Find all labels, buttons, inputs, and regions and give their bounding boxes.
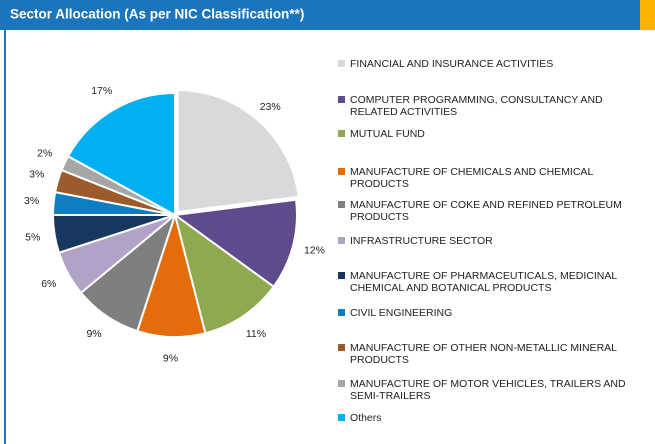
legend-label: MANUFACTURE OF MOTOR VEHICLES, TRAILERS …	[350, 378, 626, 402]
legend-item: COMPUTER PROGRAMMING, CONSULTANCY AND RE…	[338, 94, 638, 118]
pie-slice	[66, 91, 176, 217]
legend-label: COMPUTER PROGRAMMING, CONSULTANCY AND RE…	[350, 94, 603, 118]
data-label: 3%	[24, 195, 39, 207]
data-label: 5%	[25, 231, 40, 243]
pie-slice	[176, 88, 300, 214]
legend-item: FINANCIAL AND INSURANCE ACTIVITIES	[338, 58, 638, 70]
legend-swatch	[338, 130, 345, 137]
chart-title: Sector Allocation (As per NIC Classifica…	[10, 7, 304, 22]
data-label: 9%	[163, 353, 178, 365]
data-label: 6%	[41, 278, 56, 290]
data-label: 2%	[37, 147, 52, 159]
legend-label: MANUFACTURE OF PHARMACEUTICALS, MEDICINA…	[350, 270, 617, 294]
legend-label: MANUFACTURE OF COKE AND REFINED PETROLEU…	[350, 199, 622, 223]
legend-swatch	[338, 201, 345, 208]
panel-border	[4, 30, 6, 444]
legend-label: Others	[350, 412, 382, 424]
legend-item: CIVIL ENGINEERING	[338, 307, 638, 319]
legend-swatch	[338, 380, 345, 387]
legend-label: MANUFACTURE OF OTHER NON-METALLIC MINERA…	[350, 342, 617, 366]
pie-slice	[173, 212, 276, 335]
legend-item: MANUFACTURE OF MOTOR VEHICLES, TRAILERS …	[338, 378, 638, 402]
header-bar	[0, 0, 640, 30]
legend-item: MANUFACTURE OF OTHER NON-METALLIC MINERA…	[338, 342, 638, 366]
legend-swatch	[338, 344, 345, 351]
pie-slice	[172, 198, 298, 289]
legend-item: MUTUAL FUND	[338, 128, 638, 140]
data-label: 12%	[304, 245, 325, 257]
legend-swatch	[338, 168, 345, 175]
data-label: 23%	[260, 101, 281, 113]
legend-swatch	[338, 309, 345, 316]
legend-swatch	[338, 414, 345, 421]
legend-label: MUTUAL FUND	[350, 128, 425, 140]
legend-label: INFRASTRUCTURE SECTOR	[350, 235, 493, 247]
data-label: 17%	[91, 85, 112, 97]
legend-label: CIVIL ENGINEERING	[350, 307, 453, 319]
data-label: 3%	[29, 169, 44, 181]
legend-label: FINANCIAL AND INSURANCE ACTIVITIES	[350, 58, 554, 70]
legend-swatch	[338, 237, 345, 244]
legend-item: MANUFACTURE OF COKE AND REFINED PETROLEU…	[338, 199, 638, 223]
legend-item: MANUFACTURE OF PHARMACEUTICALS, MEDICINA…	[338, 270, 638, 294]
legend-label: MANUFACTURE OF CHEMICALS AND CHEMICAL PR…	[350, 166, 593, 190]
legend-swatch	[338, 272, 345, 279]
header-accent	[640, 0, 655, 30]
legend-item: Others	[338, 412, 638, 424]
data-label: 9%	[86, 328, 101, 340]
legend-swatch	[338, 96, 345, 103]
legend-swatch	[338, 60, 345, 67]
legend-item: MANUFACTURE OF CHEMICALS AND CHEMICAL PR…	[338, 166, 638, 190]
legend-item: INFRASTRUCTURE SECTOR	[338, 235, 638, 247]
data-label: 11%	[246, 328, 266, 340]
